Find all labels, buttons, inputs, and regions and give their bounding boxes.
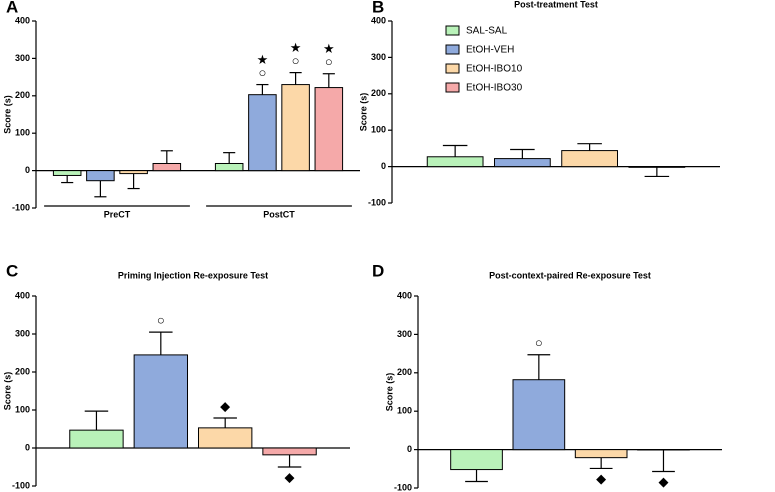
y-tick-label: 100	[397, 406, 412, 416]
bar	[574, 449, 628, 459]
significance-marker: ◆	[285, 469, 295, 484]
significance-marker: ◆	[220, 398, 230, 413]
significance-marker: ◆	[658, 474, 668, 489]
x-tick-label: PreCT	[104, 209, 131, 219]
legend-swatch	[445, 44, 460, 55]
significance-marker: ○	[157, 313, 165, 328]
y-tick-label: -100	[394, 482, 412, 492]
bar	[314, 87, 344, 172]
bar	[197, 427, 253, 449]
y-tick-label: 200	[15, 90, 30, 100]
chart-title: Post-treatment Test	[514, 0, 598, 9]
panel-letter: A	[6, 0, 18, 16]
chart-title: Priming Injection Re-exposure Test	[118, 270, 268, 280]
legend-swatch	[445, 63, 460, 74]
y-tick-label: 200	[397, 367, 412, 377]
significance-marker: ★	[323, 41, 335, 56]
y-tick-label: -100	[12, 480, 30, 490]
legend-label: EtOH-VEH	[466, 45, 514, 56]
y-tick-label: 400	[371, 15, 386, 25]
significance-marker: ◆	[596, 471, 606, 486]
y-tick-label: -100	[368, 197, 386, 207]
bar	[426, 156, 484, 168]
bar	[86, 170, 115, 182]
y-axis-label: Score (s)	[2, 372, 12, 411]
legend-label: EtOH-IBO10	[466, 64, 523, 75]
y-tick-label: 0	[381, 161, 386, 171]
panel-letter: B	[372, 0, 384, 16]
y-tick-label: 400	[15, 15, 30, 25]
bar	[214, 162, 244, 172]
bar	[561, 150, 618, 168]
bar	[133, 354, 189, 449]
y-tick-label: 300	[397, 329, 412, 339]
bar	[52, 170, 82, 176]
x-tick-label: PostCT	[263, 209, 295, 219]
y-tick-label: -100	[12, 202, 30, 212]
bar	[281, 84, 310, 172]
y-tick-label: 100	[15, 128, 30, 138]
bar	[119, 170, 148, 175]
legend-swatch	[445, 82, 460, 93]
significance-marker: ★	[257, 52, 269, 67]
y-tick-label: 300	[371, 52, 386, 62]
panel-letter: D	[372, 261, 384, 280]
bar	[69, 429, 124, 449]
y-axis-label: Score (s)	[384, 373, 394, 412]
bar	[494, 158, 551, 168]
legend-swatch	[445, 25, 460, 36]
y-tick-label: 300	[15, 328, 30, 338]
y-tick-label: 0	[25, 442, 30, 452]
significance-marker: ○	[258, 65, 266, 80]
y-axis-label: Score (s)	[358, 93, 368, 132]
y-tick-label: 200	[15, 366, 30, 376]
y-tick-label: 100	[15, 404, 30, 414]
y-tick-label: 0	[25, 165, 30, 175]
significance-marker: ○	[325, 54, 333, 69]
bar	[248, 94, 277, 172]
legend-label: SAL-SAL	[466, 26, 508, 37]
y-tick-label: 400	[397, 290, 412, 300]
y-tick-label: 300	[15, 53, 30, 63]
y-tick-label: 0	[407, 444, 412, 454]
chart-title: Post-context-paired Re-exposure Test	[489, 270, 651, 280]
y-tick-label: 400	[15, 290, 30, 300]
y-axis-label: Score (s)	[2, 95, 12, 134]
significance-marker: ○	[535, 335, 543, 350]
bar	[262, 447, 317, 456]
bar	[628, 166, 686, 168]
bar	[450, 449, 503, 471]
legend-label: EtOH-IBO30	[466, 83, 523, 94]
significance-marker: ★	[290, 40, 302, 55]
y-tick-label: 100	[371, 125, 386, 135]
panel-letter: C	[6, 261, 18, 280]
significance-marker: ○	[292, 53, 300, 68]
y-tick-label: 200	[371, 88, 386, 98]
bar	[512, 379, 566, 451]
bar	[152, 162, 182, 172]
